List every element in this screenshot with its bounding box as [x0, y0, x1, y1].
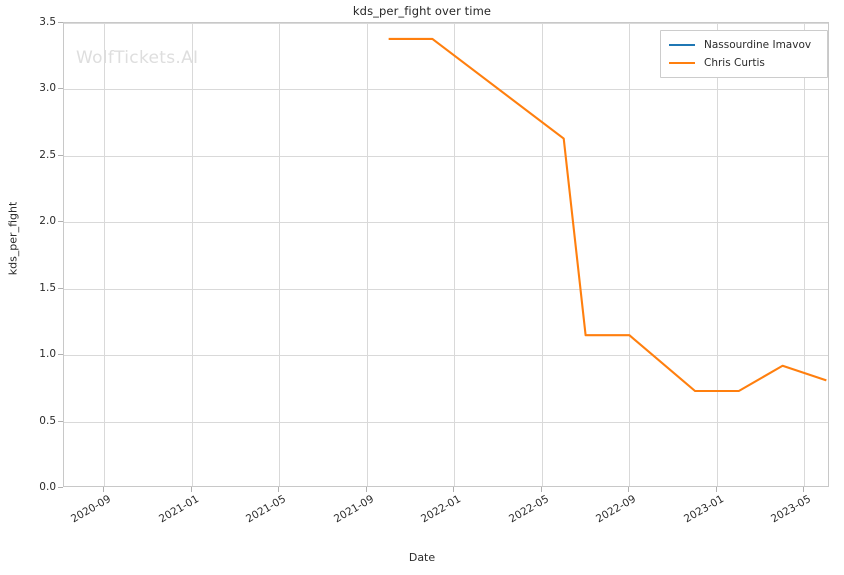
- gridline-vertical: [191, 23, 193, 486]
- y-tick-mark: [58, 154, 63, 156]
- x-tick-label: 2021-05: [244, 493, 289, 526]
- gridline-vertical: [716, 23, 718, 486]
- chart-title: kds_per_fight over time: [352, 4, 492, 18]
- y-tick-mark: [58, 420, 63, 422]
- y-tick-mark: [58, 22, 63, 23]
- gridline-vertical: [804, 23, 806, 486]
- x-tick-mark: [190, 487, 192, 492]
- gridline-horizontal: [64, 288, 828, 290]
- gridline-vertical: [279, 23, 281, 486]
- x-tick-mark: [715, 487, 717, 492]
- y-tick-label: 3.5: [39, 16, 56, 28]
- y-axis-tick-labels: 3.5 3.0 2.5 2.0 1.5 1.0 0.5 0.0: [0, 0, 56, 575]
- gridline-vertical: [366, 23, 368, 486]
- y-tick-label: 2.0: [39, 215, 56, 228]
- x-tick-label: 2023-05: [769, 493, 814, 526]
- gridline-horizontal: [64, 421, 828, 423]
- x-tick-label: 2020-09: [69, 493, 114, 526]
- gridline-horizontal: [64, 355, 828, 357]
- x-axis-label: Date: [408, 551, 436, 564]
- x-tick-mark: [453, 487, 455, 492]
- x-tick-mark: [103, 487, 105, 492]
- gridline-horizontal: [64, 23, 828, 24]
- legend-swatch-icon: [669, 62, 695, 64]
- x-tick-mark: [278, 487, 280, 492]
- y-tick-mark: [58, 487, 63, 488]
- y-tick-mark: [58, 287, 63, 289]
- x-tick-label: 2023-01: [681, 493, 726, 526]
- x-tick-mark: [803, 487, 805, 492]
- legend-label: Nassourdine Imavov: [704, 39, 812, 51]
- y-tick-mark: [58, 354, 63, 356]
- watermark-text: WolfTickets.AI: [76, 48, 199, 68]
- gridline-vertical: [454, 23, 456, 486]
- y-tick-mark: [58, 221, 63, 223]
- x-tick-label: 2021-09: [331, 493, 376, 526]
- x-tick-label: 2022-01: [419, 493, 464, 526]
- y-tick-label: 2.5: [39, 148, 56, 161]
- y-axis-label: kds_per_fight: [6, 201, 20, 276]
- legend-item: Nassourdine Imavov: [667, 36, 821, 54]
- gridline-vertical: [104, 23, 106, 486]
- x-tick-label: 2022-09: [594, 493, 639, 526]
- x-axis-tick-labels: 2020-09 2021-01 2021-05 2021-09 2022-01 2022-…: [0, 487, 844, 547]
- x-tick-mark: [540, 487, 542, 492]
- gridline-vertical: [629, 23, 631, 486]
- series-lines: [388, 37, 827, 393]
- chart-legend[interactable]: Nassourdine Imavov Chris Curtis: [660, 30, 828, 78]
- y-tick-label: 1.0: [39, 348, 56, 361]
- y-tick-label: 0.0: [39, 481, 56, 493]
- gridline-vertical: [541, 23, 543, 486]
- plot-area: WolfTickets.AI: [63, 22, 829, 487]
- x-tick-mark: [628, 487, 630, 492]
- y-tick-label: 1.5: [39, 281, 56, 294]
- legend-label: Chris Curtis: [704, 57, 765, 69]
- gridline-horizontal: [64, 222, 828, 224]
- gridline-horizontal: [64, 155, 828, 157]
- x-tick-mark: [365, 487, 367, 492]
- legend-swatch-icon: [669, 44, 695, 46]
- line-chris-curtis: [388, 37, 827, 393]
- y-tick-label: 0.5: [39, 414, 56, 427]
- y-tick-label: 3.0: [39, 82, 56, 95]
- legend-item: Chris Curtis: [667, 54, 821, 72]
- gridline-horizontal: [64, 89, 828, 91]
- y-tick-mark: [58, 88, 63, 90]
- x-tick-label: 2021-01: [156, 493, 201, 526]
- x-tick-label: 2022-05: [506, 493, 551, 526]
